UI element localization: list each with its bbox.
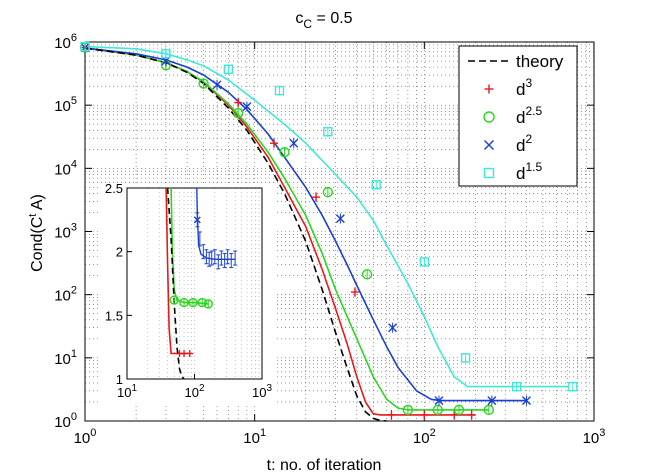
inset-y-tick-label: 2 (116, 245, 123, 260)
legend-label: d2 (516, 132, 532, 155)
marker-circle (453, 404, 465, 416)
series-markers (79, 41, 578, 420)
legend-label: d3 (516, 76, 532, 99)
marker-plus (269, 139, 278, 148)
legend-label: theory (516, 52, 564, 71)
marker-square (371, 180, 381, 190)
marker-x (335, 214, 345, 224)
marker-square (223, 64, 234, 74)
marker-plus (234, 98, 243, 107)
marker-circle (203, 299, 213, 309)
marker-square (483, 167, 495, 179)
marker-circle (233, 107, 244, 119)
x-tick-label: 101 (243, 427, 266, 447)
y-tick-label: 102 (54, 285, 77, 305)
x-tick-label: 102 (413, 427, 436, 447)
marker-plus (420, 410, 429, 419)
marker-x (388, 323, 398, 333)
marker-x (193, 216, 201, 224)
legend-box (458, 45, 578, 187)
marker-x (521, 396, 531, 406)
inset-background (99, 184, 276, 405)
marker-circle (197, 297, 207, 308)
legend-label: d2.5 (516, 104, 542, 127)
marker-square (511, 381, 522, 392)
marker-circle (198, 78, 209, 89)
marker-x (434, 396, 444, 406)
chart-title: cC = 0.5 (295, 10, 352, 31)
marker-x (487, 396, 497, 406)
marker-circle (402, 404, 414, 416)
series-line-d2.5 (84, 47, 489, 411)
marker-x (242, 102, 252, 112)
marker-circle (361, 269, 373, 280)
marker-plus (450, 410, 459, 419)
theory-line (84, 47, 387, 422)
marker-x (212, 80, 222, 90)
marker-square (80, 41, 90, 52)
y-tick-label: 105 (54, 95, 77, 115)
series-line-d2 (84, 47, 527, 402)
marker-circle (188, 297, 198, 308)
x-tick-label: 100 (74, 427, 97, 447)
inset-x-tick-label: 103 (252, 383, 272, 400)
x-axis-label: t: no. of iteration (267, 457, 382, 474)
marker-plus (467, 410, 476, 419)
marker-square (274, 85, 285, 96)
inset-theory-line (166, 187, 185, 380)
y-tick-label: 106 (54, 32, 77, 52)
marker-circle (483, 111, 495, 123)
legend: theory d3 d2.5 d2 d1.5 (458, 45, 578, 187)
marker-square (323, 127, 333, 137)
inset-y-tick-label: 2.5 (105, 181, 123, 196)
marker-square (568, 381, 578, 392)
marker-circle (179, 297, 189, 308)
y-axis-label: Cond(Ct A) (27, 194, 46, 272)
marker-x (289, 138, 299, 148)
inset-x-tick-label: 102 (184, 383, 204, 400)
marker-circle (483, 404, 495, 416)
marker-circle (322, 186, 334, 198)
marker-plus (387, 410, 396, 419)
marker-circle (279, 147, 290, 158)
y-tick-label: 101 (54, 348, 77, 368)
axis-ticks: 100 101 102 103 100 101 102 103 104 105 106 (54, 32, 605, 447)
inset-x-tick-label: 101 (117, 383, 137, 400)
marker-plus (484, 84, 494, 94)
marker-x (484, 140, 494, 150)
series-line-d1.5 (84, 45, 568, 388)
inset-y-tick-label: 1.5 (105, 308, 123, 323)
y-tick-label: 104 (54, 158, 77, 178)
marker-plus (186, 350, 194, 358)
marker-square (419, 257, 430, 267)
marker-plus (312, 193, 321, 202)
marker-square (161, 49, 171, 59)
legend-label: d1.5 (516, 160, 542, 183)
marker-circle (169, 295, 179, 305)
y-tick-label: 100 (54, 411, 77, 431)
y-tick-label: 103 (54, 222, 77, 242)
marker-plus (350, 288, 359, 297)
marker-circle (432, 404, 443, 416)
marker-square (460, 353, 471, 363)
x-tick-label: 103 (583, 427, 606, 447)
series-lines (84, 45, 568, 422)
inset-y-tick-label: 1 (116, 372, 123, 387)
inset-plot: 101 102 103 1 1.5 2 2.5 (99, 181, 276, 405)
